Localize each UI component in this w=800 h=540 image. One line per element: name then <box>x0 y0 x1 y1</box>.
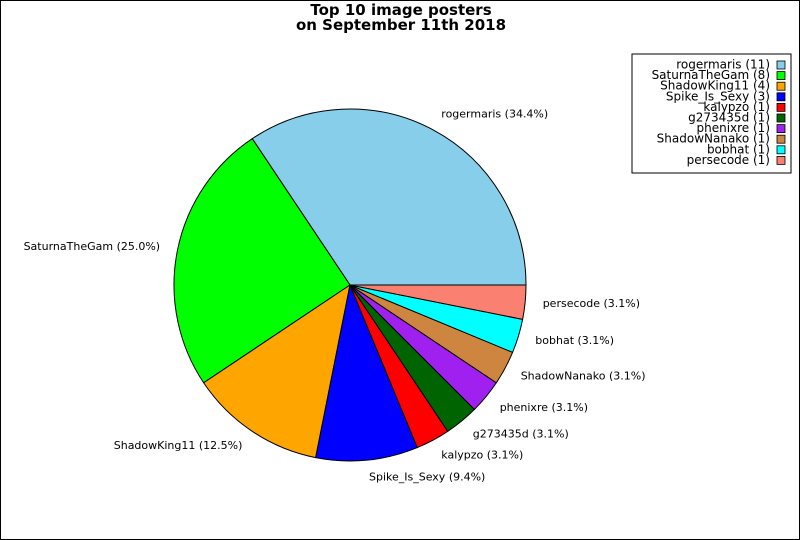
legend-label-persecode: persecode (1) <box>687 153 770 167</box>
chart-title-line: Top 10 image posters <box>310 1 492 19</box>
legend-swatch-g273435d <box>776 113 786 123</box>
pie-label-shadownanako: ShadowNanako (3.1%) <box>521 369 646 382</box>
legend-swatch-bobhat <box>776 145 786 155</box>
pie-slice-persecode <box>349 284 527 320</box>
legend-label-saturnathegam: SaturnaTheGam (8) <box>652 68 770 82</box>
pie-label-kalypzo: kalypzo (3.1%) <box>441 449 523 462</box>
legend-box <box>631 53 792 174</box>
legend-label-spike-is-sexy: Spike_Is_Sexy (3) <box>666 89 770 103</box>
pie-label-persecode: persecode (3.1%) <box>543 297 640 310</box>
pie-labels: rogermaris (34.4%) SaturnaTheGam (25.0%) S… <box>24 107 646 483</box>
legend-label-g273435d: g273435d (1) <box>688 111 770 125</box>
chart-title: Top 10 image posters on September 11th 2… <box>1 3 800 33</box>
legend-swatch-saturnathegam <box>776 71 786 80</box>
legend-swatch-phenixre <box>776 124 786 133</box>
legend-swatch-spike-is-sexy <box>776 92 786 102</box>
legend-label-shadowking11: ShadowKing11 (4) <box>660 79 770 93</box>
pie-label-g273435d: g273435d (3.1%) <box>473 428 569 441</box>
legend-swatch-rogermaris <box>776 60 786 70</box>
legend-label-shadownanako: ShadowNanako (1) <box>657 132 770 146</box>
legend: rogermaris (11)SaturnaTheGam (8)ShadowKi… <box>631 53 792 174</box>
pie-label-bobhat: bobhat (3.1%) <box>535 334 614 347</box>
pie-label-spike-is-sexy: Spike_Is_Sexy (9.4%) <box>369 471 485 484</box>
pie-label-shadowking11: ShadowKing11 (12.5%) <box>114 439 243 452</box>
pie-slices <box>173 108 527 462</box>
pie-label-saturnathegam: SaturnaTheGam (25.0%) <box>24 240 161 253</box>
pie-label-rogermaris: rogermaris (34.4%) <box>441 107 548 120</box>
legend-swatch-kalypzo <box>776 103 786 112</box>
legend-label-rogermaris: rogermaris (11) <box>676 58 770 72</box>
legend-label-bobhat: bobhat (1) <box>707 142 770 156</box>
legend-swatch-shadownanako <box>776 134 786 144</box>
pie-slice-spike-is-sexy <box>315 284 418 462</box>
pie-label-phenixre: phenixre (3.1%) <box>500 401 588 414</box>
legend-swatch-shadowking11 <box>776 81 786 91</box>
pie-slice-saturnathegam <box>173 138 351 384</box>
legend-label-phenixre: phenixre (1) <box>696 121 770 135</box>
legend-swatch-persecode <box>776 155 786 165</box>
legend-label-kalypzo: kalypzo (1) <box>703 100 770 114</box>
chart-subtitle-line: on September 11th 2018 <box>295 16 507 34</box>
pie-slice-shadowking11 <box>203 284 351 459</box>
